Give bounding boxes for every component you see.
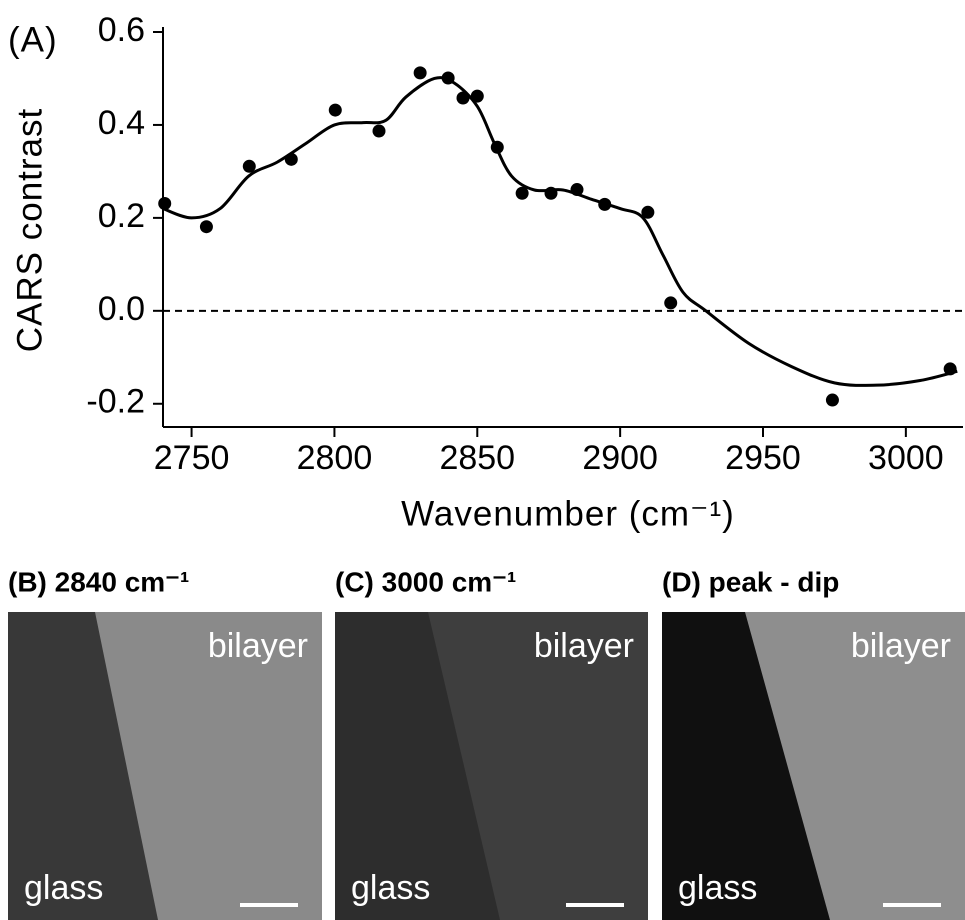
data-point bbox=[664, 296, 677, 309]
y-tick-label: 0.2 bbox=[98, 197, 145, 235]
y-tick-label: 0.4 bbox=[98, 104, 145, 142]
x-tick-label: 2800 bbox=[297, 439, 373, 477]
x-tick-label: 3000 bbox=[868, 439, 944, 477]
data-point bbox=[243, 160, 256, 173]
region-label: glass bbox=[351, 869, 430, 907]
fit-line bbox=[163, 78, 957, 386]
region-label: bilayer bbox=[534, 627, 634, 665]
region-label: glass bbox=[678, 869, 757, 907]
y-tick-label: 0.0 bbox=[98, 290, 145, 328]
y-tick-label: 0.6 bbox=[98, 11, 145, 49]
y-tick-label: -0.2 bbox=[86, 383, 145, 421]
region-label: bilayer bbox=[208, 627, 308, 665]
panel-title: (B) 2840 cm⁻¹ bbox=[8, 566, 189, 597]
data-point bbox=[826, 394, 839, 407]
x-tick-label: 2850 bbox=[439, 439, 515, 477]
x-tick-label: 2950 bbox=[725, 439, 801, 477]
panel-label: (A) bbox=[8, 20, 58, 59]
region-label: glass bbox=[24, 869, 103, 907]
panel-title: (D) peak - dip bbox=[662, 566, 839, 597]
data-point bbox=[414, 66, 427, 79]
panel-title: (C) 3000 cm⁻¹ bbox=[335, 566, 516, 597]
region-label: bilayer bbox=[851, 627, 951, 665]
x-tick-label: 2750 bbox=[154, 439, 230, 477]
data-point bbox=[329, 104, 342, 117]
x-tick-label: 2900 bbox=[582, 439, 658, 477]
data-point bbox=[373, 124, 386, 137]
y-axis-label: CARS contrast bbox=[10, 108, 49, 352]
x-axis-label: Wavenumber (cm⁻¹) bbox=[401, 494, 735, 533]
figure: (A) Wavenumber (cm⁻¹) CARS contrast 2750… bbox=[0, 0, 965, 920]
data-point bbox=[200, 220, 213, 233]
